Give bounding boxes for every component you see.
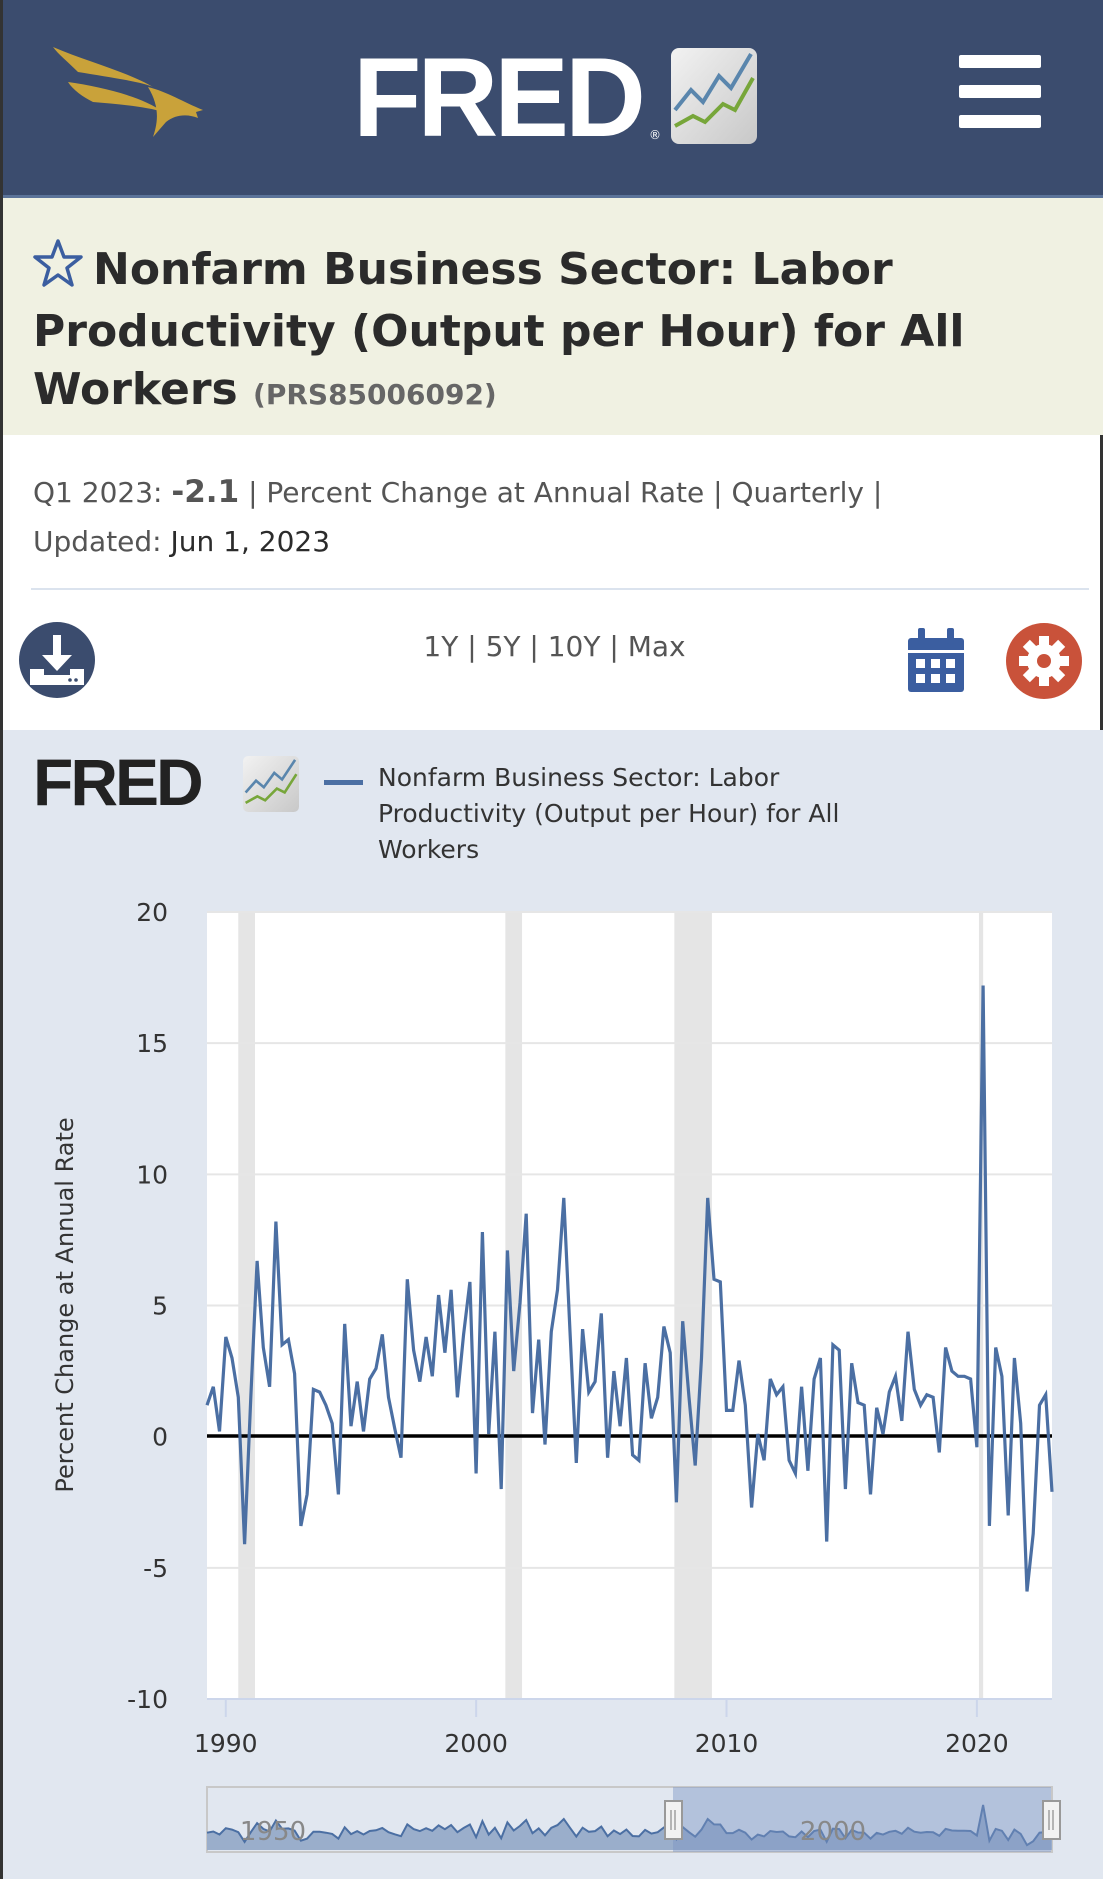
x-tick-label: 2000 [444,1729,508,1758]
fred-logo[interactable]: FRED [353,35,646,160]
y-tick-label: -10 [127,1685,168,1714]
y-tick-label: 20 [136,898,168,927]
menu-button[interactable] [959,55,1041,128]
series-id: (PRS85006092) [253,378,497,411]
y-tick-label: 15 [136,1029,168,1058]
calendar-icon [908,628,964,692]
fred-chart-icon [243,756,299,816]
line-chart: 20 15 10 5 0 -5 -10 1990 2000 2010 2020 Percent C… [51,898,1061,1853]
divider [31,588,1089,590]
x-tick-label: 2010 [695,1729,759,1758]
navigator-handle-left[interactable] [664,1800,683,1840]
hamburger-bar [959,85,1041,98]
y-tick-label: 10 [136,1160,168,1189]
navigator-label: 2000 [800,1817,866,1847]
navigator-area [207,1804,1052,1850]
y-axis-label: Percent Change at Annual Rate [51,1117,79,1492]
y-tick-label: 5 [152,1292,168,1321]
navigator-label: 1950 [240,1817,306,1847]
registered-mark: ® [649,128,661,142]
download-button[interactable] [18,621,96,703]
settings-button[interactable] [1005,622,1083,704]
date-range-selector: 1Y | 5Y | 10Y | Max [423,630,686,663]
range-1y[interactable]: 1Y [423,630,459,663]
download-icon [19,622,95,698]
y-tick-label: -5 [143,1554,168,1583]
period-label: Q1 2023: [33,476,163,509]
series-info: Q1 2023: -2.1 | Percent Change at Annual… [33,468,1073,566]
x-tick-label: 2020 [945,1729,1009,1758]
series-line [205,985,1054,1592]
series-title: Nonfarm Business Sector: Labor Productiv… [33,244,965,415]
x-tick-label: 1990 [194,1729,258,1758]
separator: | [248,476,258,509]
hamburger-bar [959,115,1041,128]
y-tick-label: 0 [152,1423,168,1452]
gear-icon [1006,623,1082,699]
range-max[interactable]: Max [627,630,686,663]
separator: | [713,476,723,509]
calendar-button[interactable] [908,628,964,696]
updated-date: Jun 1, 2023 [170,525,331,558]
hamburger-bar [959,55,1041,68]
title-band: Nonfarm Business Sector: Labor Productiv… [3,198,1103,435]
navigator-handle-right[interactable] [1042,1800,1061,1840]
favorite-star-icon[interactable] [33,238,83,303]
units: Percent Change at Annual Rate [266,476,705,509]
range-10y[interactable]: 10Y [547,630,601,663]
eagle-logo-icon[interactable] [48,42,208,146]
frequency: Quarterly [731,476,865,509]
separator: | [872,476,883,509]
navigator-line [206,1804,1053,1847]
chart-fred-logo: FRED [33,745,204,819]
latest-value: -2.1 [171,474,240,510]
fred-chart-icon [671,48,757,148]
navigator-selection[interactable] [673,1787,1051,1852]
range-5y[interactable]: 5Y [485,630,521,663]
legend-label: Nonfarm Business Sector: Labor Productiv… [378,763,840,864]
legend-swatch [324,780,363,785]
page-title: Nonfarm Business Sector: Labor Productiv… [33,238,1083,424]
updated-label: Updated: [33,525,162,558]
site-header: FRED ® [3,0,1103,198]
